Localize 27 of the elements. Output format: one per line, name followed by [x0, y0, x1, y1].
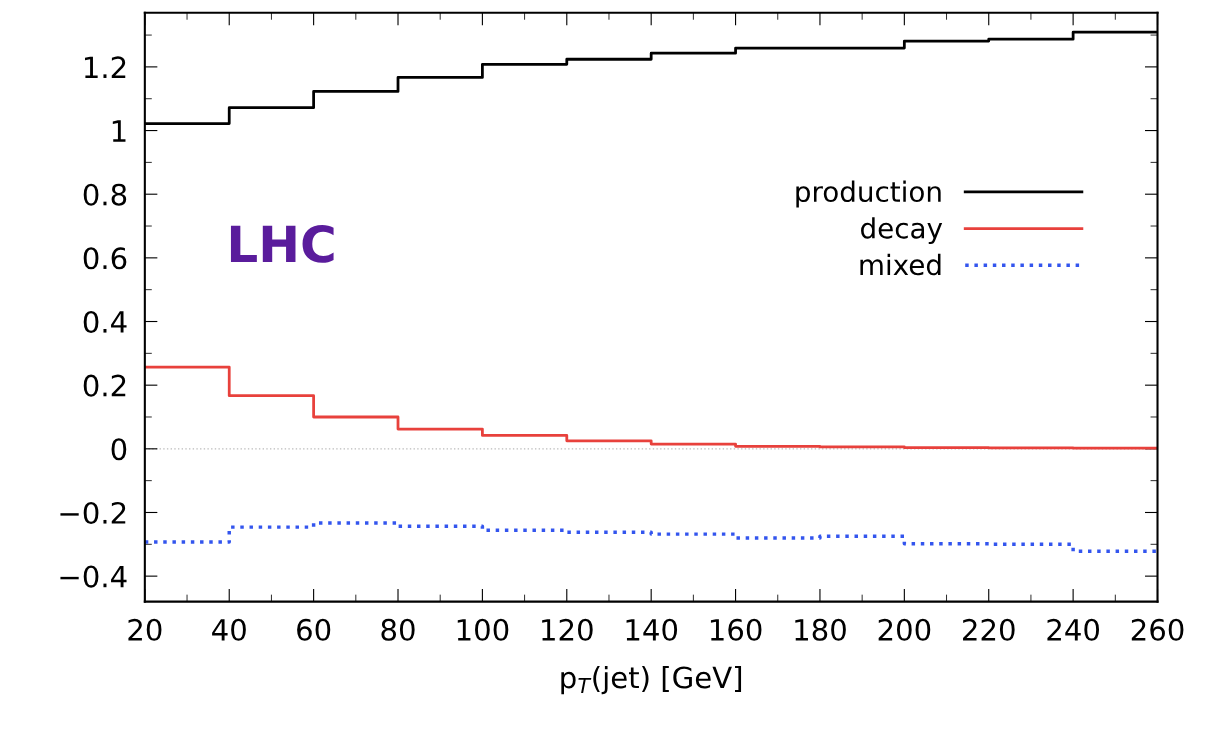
x-tick-label: 160 — [710, 618, 762, 641]
y-tick-label: 0.4 — [83, 310, 127, 334]
y-tick-label: 0.6 — [83, 247, 127, 270]
y-tick-label: −0.4 — [60, 565, 127, 588]
legend-label: decay — [861, 217, 943, 245]
x-tick-label: 200 — [878, 618, 931, 641]
y-tick-label: 0.8 — [83, 183, 127, 206]
y-tick-label: 1 — [112, 120, 126, 142]
legend-label: production — [796, 180, 941, 208]
x-tick-label: 240 — [1047, 618, 1100, 641]
x-tick-label: 20 — [128, 618, 162, 641]
y-tick-label: 0 — [111, 438, 127, 461]
annotation: LHC — [230, 225, 334, 263]
x-tick-label: 260 — [1131, 618, 1184, 641]
x-tick-label: 140 — [626, 618, 678, 641]
x-tick-label: 220 — [963, 618, 1015, 641]
y-tick-label: 0.2 — [83, 374, 126, 397]
legend-label: mixed — [860, 253, 941, 276]
x-tick-label: 80 — [381, 618, 415, 641]
y-tick-label: 1.2 — [84, 56, 126, 78]
x-tick-label: 40 — [212, 618, 246, 641]
x-tick-label: 180 — [795, 618, 846, 641]
x-tick-label: 100 — [457, 618, 509, 641]
y-tick-label: −0.2 — [60, 501, 126, 524]
x-tick-label: 60 — [297, 618, 331, 641]
x-axis-title: p$_{T}$(jet) [GeV] — [561, 665, 742, 695]
x-tick-label: 120 — [542, 618, 593, 641]
